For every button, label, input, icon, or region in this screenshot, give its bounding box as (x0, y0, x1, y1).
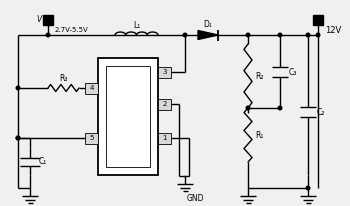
Text: C₂: C₂ (317, 108, 326, 117)
Bar (158, 98, 171, 110)
Circle shape (183, 33, 187, 37)
Circle shape (16, 86, 20, 90)
Bar (158, 67, 171, 77)
Circle shape (246, 33, 250, 37)
Circle shape (316, 33, 320, 37)
Text: 4: 4 (89, 85, 94, 91)
Bar (85, 132, 98, 144)
Text: D₁: D₁ (204, 20, 212, 29)
Bar (313, 15, 323, 25)
Text: 1: 1 (162, 135, 167, 141)
Bar (85, 82, 98, 94)
Polygon shape (198, 30, 218, 40)
Text: R₁: R₁ (255, 130, 263, 139)
Text: R₃: R₃ (59, 74, 68, 83)
Text: GND: GND (187, 194, 204, 203)
Text: 2.7V-5.5V: 2.7V-5.5V (55, 27, 89, 33)
Text: 5: 5 (89, 135, 94, 141)
Bar (98, 58, 158, 175)
Circle shape (16, 136, 20, 140)
Text: 12V: 12V (325, 26, 341, 34)
Circle shape (306, 186, 310, 190)
Text: L₁: L₁ (133, 21, 140, 30)
Circle shape (16, 136, 20, 140)
Text: C₃: C₃ (289, 68, 298, 76)
Circle shape (306, 33, 310, 37)
Text: 3: 3 (162, 69, 167, 75)
Bar (106, 66, 150, 167)
Text: C₁: C₁ (39, 157, 47, 166)
Text: IN: IN (46, 19, 52, 24)
Bar (158, 132, 171, 144)
Bar (43, 15, 53, 25)
Circle shape (278, 33, 282, 37)
Circle shape (246, 106, 250, 110)
Circle shape (278, 106, 282, 110)
Text: 2: 2 (162, 101, 167, 107)
Text: R₂: R₂ (255, 71, 264, 81)
Text: V: V (37, 15, 42, 24)
Circle shape (46, 33, 50, 37)
